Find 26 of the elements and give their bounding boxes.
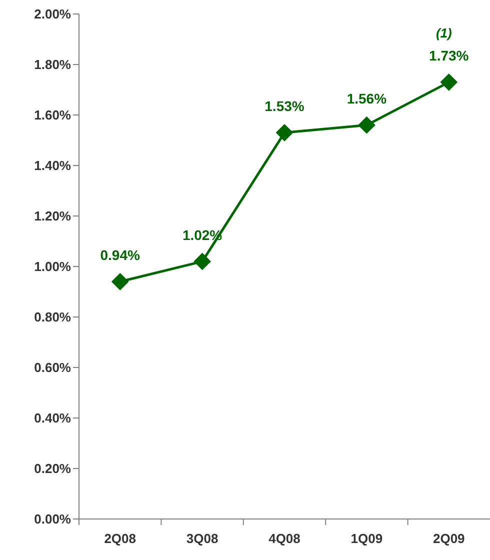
y-tick-label: 1.80% [34, 57, 72, 72]
y-tick-label: 1.00% [34, 259, 72, 274]
y-tick-label: 0.20% [34, 461, 72, 476]
point [440, 74, 458, 91]
x-tick-label: 4Q08 [268, 531, 300, 546]
y-tick-label: 0.80% [34, 310, 72, 324]
x-tick-label: 2Q08 [104, 531, 136, 546]
x-tick-label: 3Q08 [186, 531, 218, 546]
y-tick-label: 0.40% [34, 410, 72, 426]
data-label: 1.73% [429, 48, 470, 64]
y-tick-label: 1.60% [34, 108, 72, 122]
point [194, 252, 211, 270]
y-tick-label: 1.20% [34, 208, 72, 224]
x-tick-label: 1Q09 [350, 531, 383, 546]
point [112, 273, 129, 290]
annotation: (1) [436, 26, 452, 40]
x-tick-label: 2Q09 [432, 531, 465, 546]
y-tick-label: 0.00% [34, 512, 72, 526]
data-label: 1.53% [264, 98, 305, 114]
point [358, 116, 376, 134]
data-label: 1.56% [346, 90, 388, 107]
y-tick-label: 0.60% [34, 360, 72, 375]
y-tick-label: 1.40% [34, 158, 72, 173]
y-tick-label: 2.00% [34, 6, 72, 22]
point [276, 124, 293, 142]
data-label: 0.94% [100, 247, 140, 264]
